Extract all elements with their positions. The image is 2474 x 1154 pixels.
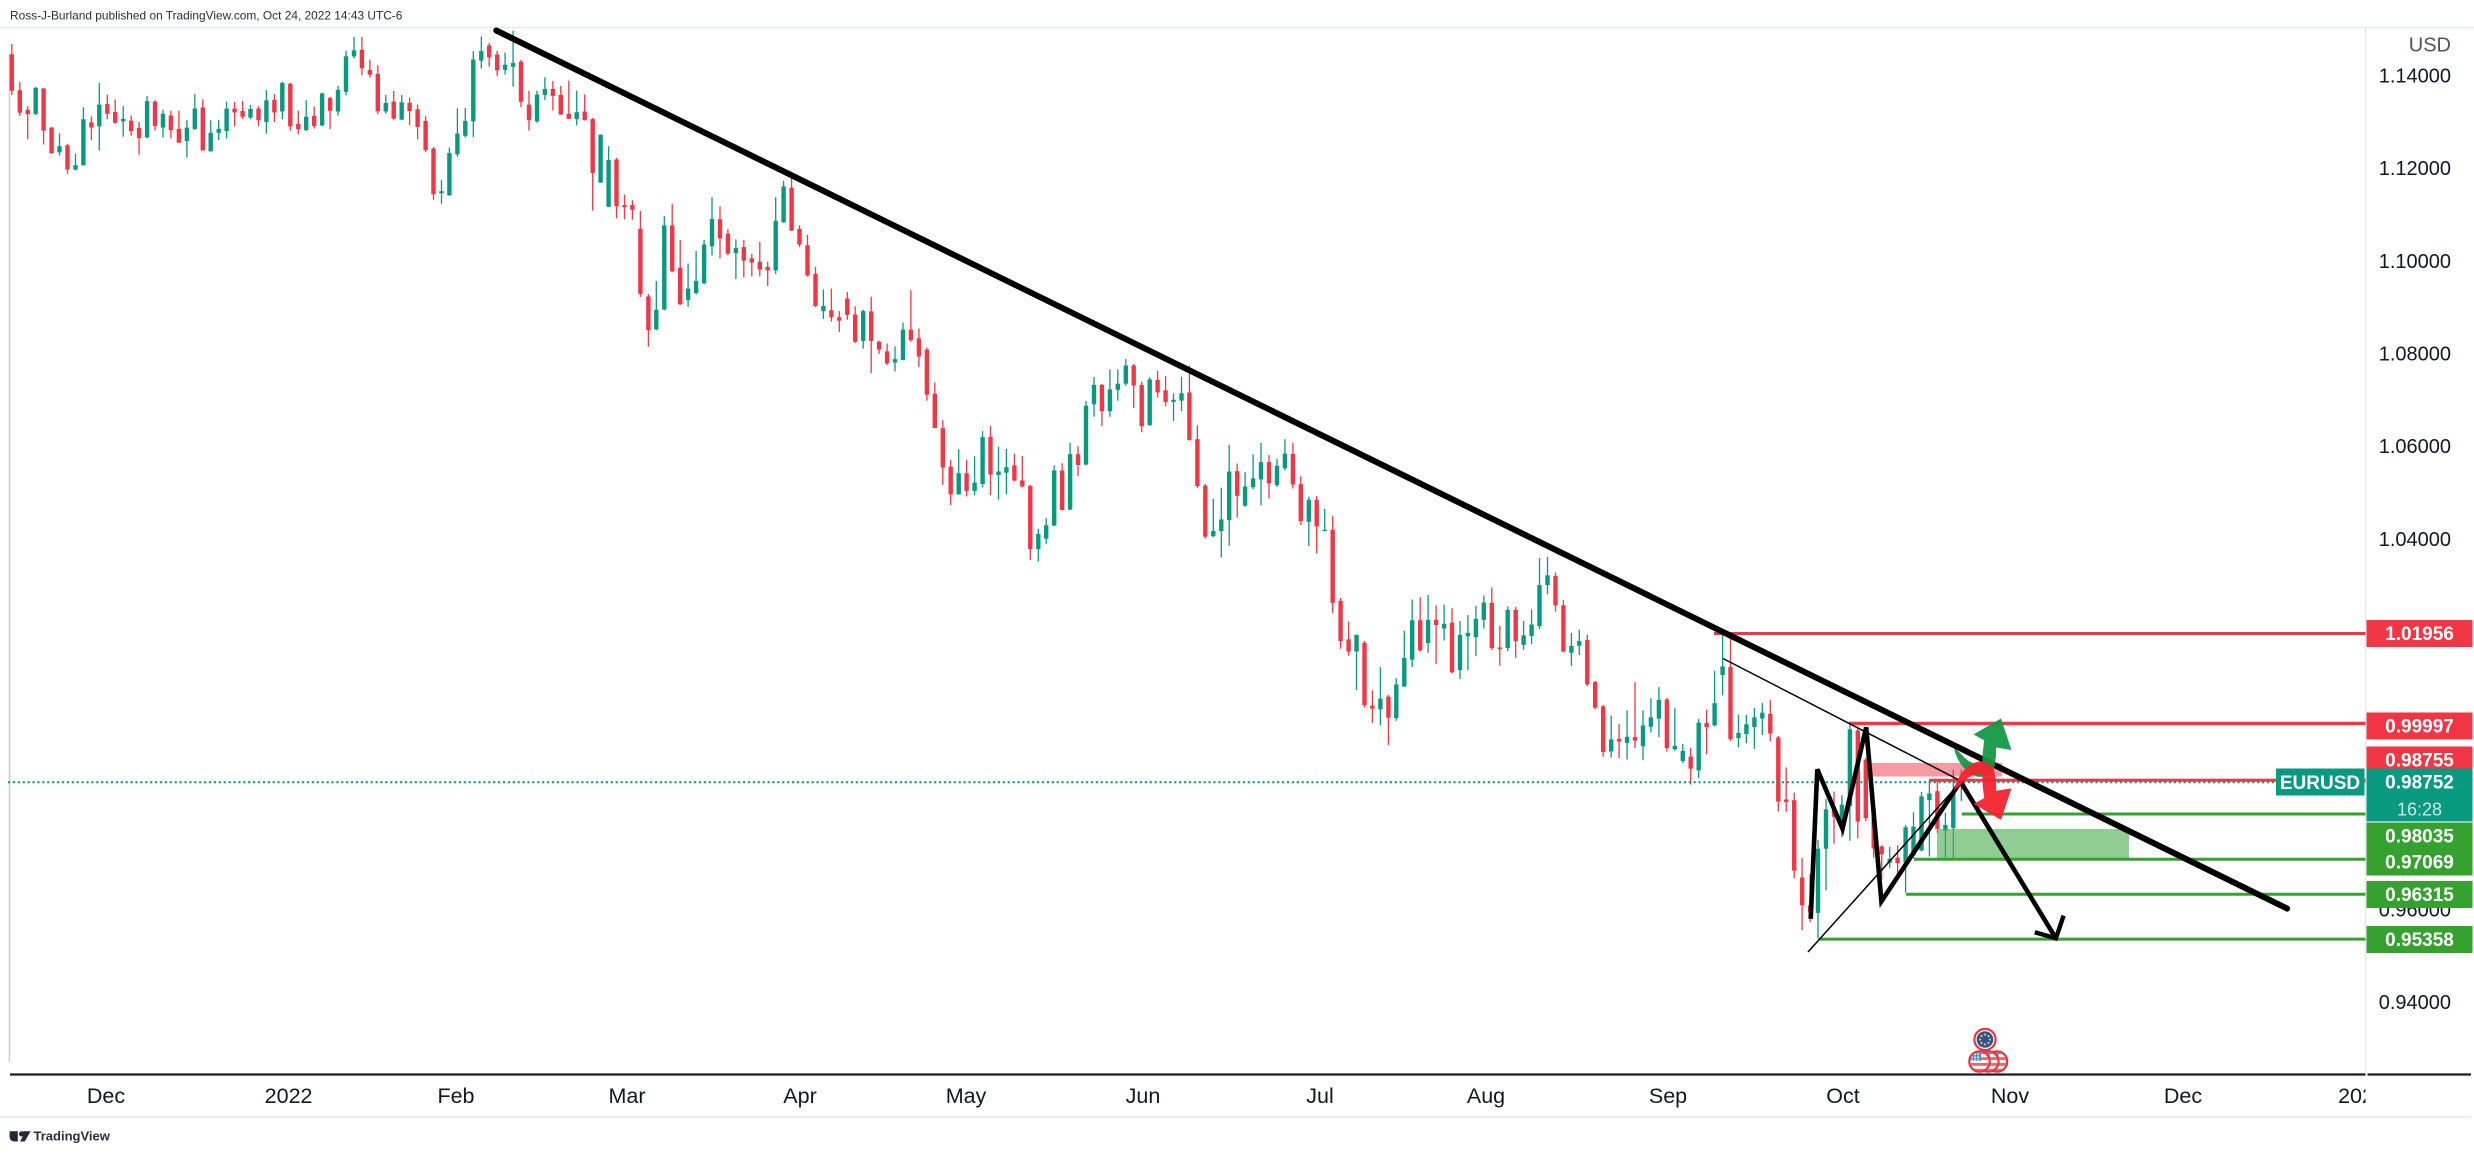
svg-text:1.14000: 1.14000 bbox=[2379, 66, 2451, 88]
svg-text:1.10000: 1.10000 bbox=[2379, 251, 2451, 273]
svg-text:1.06000: 1.06000 bbox=[2379, 436, 2451, 458]
svg-text:0.97069: 0.97069 bbox=[2385, 853, 2454, 874]
svg-text:1.12000: 1.12000 bbox=[2379, 158, 2451, 180]
svg-text:0.98752: 0.98752 bbox=[2385, 773, 2454, 794]
svg-text:1.04000: 1.04000 bbox=[2379, 529, 2451, 551]
svg-text:2023: 2023 bbox=[2338, 1084, 2386, 1108]
svg-text:0.98755: 0.98755 bbox=[2385, 751, 2454, 772]
svg-text:Jun: Jun bbox=[1126, 1084, 1161, 1108]
svg-text:Mar: Mar bbox=[608, 1084, 645, 1108]
svg-text:Oct: Oct bbox=[1826, 1084, 1859, 1108]
svg-text:0.96315: 0.96315 bbox=[2385, 885, 2454, 906]
svg-text:16:28: 16:28 bbox=[2397, 800, 2442, 820]
svg-text:1.01956: 1.01956 bbox=[2385, 624, 2454, 645]
svg-text:0.95358: 0.95358 bbox=[2385, 930, 2454, 951]
svg-text:Aug: Aug bbox=[1467, 1084, 1505, 1108]
svg-text:TradingView: TradingView bbox=[34, 1129, 111, 1144]
svg-text:0.94000: 0.94000 bbox=[2379, 992, 2451, 1014]
svg-text:USD: USD bbox=[2409, 35, 2451, 57]
svg-text:Jul: Jul bbox=[1306, 1084, 1333, 1108]
svg-text:Dec: Dec bbox=[87, 1084, 125, 1108]
svg-text:Dec: Dec bbox=[2164, 1084, 2202, 1108]
svg-text:EURUSD: EURUSD bbox=[2280, 773, 2360, 794]
svg-text:Feb: Feb bbox=[437, 1084, 474, 1108]
svg-text:Nov: Nov bbox=[1991, 1084, 2029, 1108]
svg-text:Apr: Apr bbox=[783, 1084, 816, 1108]
svg-text:0.98035: 0.98035 bbox=[2385, 827, 2454, 848]
svg-text:Sep: Sep bbox=[1649, 1084, 1687, 1108]
svg-text:May: May bbox=[946, 1084, 987, 1108]
svg-text:1.08000: 1.08000 bbox=[2379, 344, 2451, 366]
svg-text:2022: 2022 bbox=[265, 1084, 313, 1108]
svg-text:Ross-J-Burland published on Tr: Ross-J-Burland published on TradingView.… bbox=[10, 9, 403, 23]
svg-text:0.99997: 0.99997 bbox=[2385, 717, 2454, 738]
